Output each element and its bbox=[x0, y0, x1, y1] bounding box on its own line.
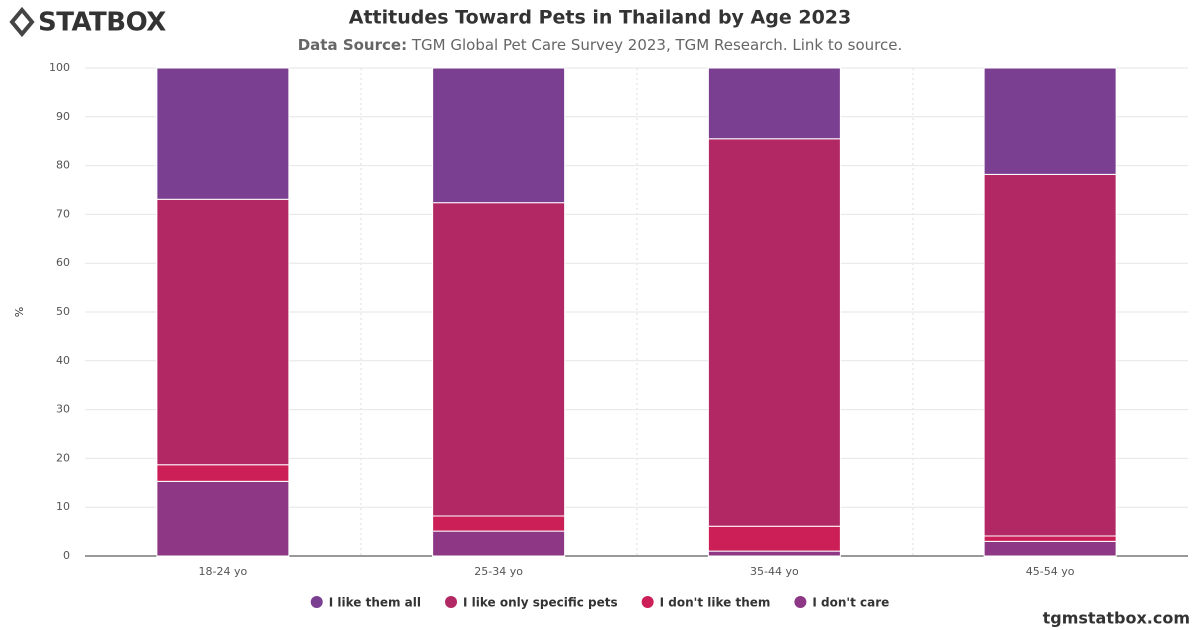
x-tick-label: 35-44 yo bbox=[750, 565, 799, 578]
bar-segment bbox=[707, 525, 841, 552]
y-tick-label: 100 bbox=[49, 61, 70, 74]
y-tick-label: 10 bbox=[56, 500, 70, 513]
subtitle: Data Source: TGM Global Pet Care Survey … bbox=[298, 36, 903, 54]
x-tick-label: 18-24 yo bbox=[199, 565, 248, 578]
y-tick-label: 0 bbox=[63, 549, 70, 562]
logo-icon bbox=[9, 6, 35, 38]
bar-segment bbox=[432, 515, 566, 532]
bar-segment bbox=[707, 550, 841, 557]
bar-segment bbox=[432, 530, 566, 557]
bar-segment bbox=[156, 67, 290, 200]
y-axis-label: % bbox=[13, 307, 26, 317]
logo-group: STATBOX bbox=[9, 6, 167, 38]
subtitle-label: Data Source: bbox=[298, 36, 407, 54]
x-tick-label: 25-34 yo bbox=[474, 565, 523, 578]
bar-segment bbox=[983, 540, 1117, 557]
bar-segment bbox=[983, 535, 1117, 542]
bar-segment bbox=[983, 173, 1117, 537]
legend-marker bbox=[794, 596, 807, 608]
bar-segment bbox=[156, 198, 290, 466]
subtitle-text: TGM Global Pet Care Survey 2023, TGM Res… bbox=[411, 36, 902, 54]
y-tick-label: 90 bbox=[56, 110, 70, 123]
y-tick-label: 70 bbox=[56, 207, 70, 220]
y-tick-label: 30 bbox=[56, 403, 70, 416]
y-tick-label: 50 bbox=[56, 305, 70, 318]
bar-segment bbox=[156, 464, 290, 482]
legend-label: I don't care bbox=[812, 596, 889, 610]
bar-segment bbox=[432, 67, 566, 204]
legend-label: I like them all bbox=[329, 596, 421, 610]
legend-marker bbox=[445, 596, 458, 608]
legend: I like them all I like only specific pets… bbox=[310, 596, 889, 610]
legend-label: I like only specific pets bbox=[463, 596, 618, 610]
logo: STATBOX bbox=[38, 8, 166, 38]
legend-marker bbox=[310, 596, 323, 608]
bar-segment bbox=[707, 67, 841, 140]
footer: tgmstatbox.com bbox=[1043, 609, 1190, 628]
y-tick-label: 80 bbox=[56, 159, 70, 172]
legend-marker bbox=[641, 596, 654, 608]
y-tick-label: 40 bbox=[56, 354, 70, 367]
bar-segment bbox=[707, 138, 841, 527]
x-tick-label: 45-54 yo bbox=[1026, 565, 1075, 578]
bar-segment bbox=[156, 480, 290, 557]
legend-label: I don't like them bbox=[660, 596, 771, 610]
bar-segment bbox=[432, 202, 566, 517]
y-tick-label: 60 bbox=[56, 256, 70, 269]
bar-segment bbox=[983, 67, 1117, 175]
chart-title: Attitudes Toward Pets in Thailand by Age… bbox=[349, 7, 852, 29]
y-tick-label: 20 bbox=[56, 451, 70, 464]
vertical-grid bbox=[360, 68, 914, 556]
